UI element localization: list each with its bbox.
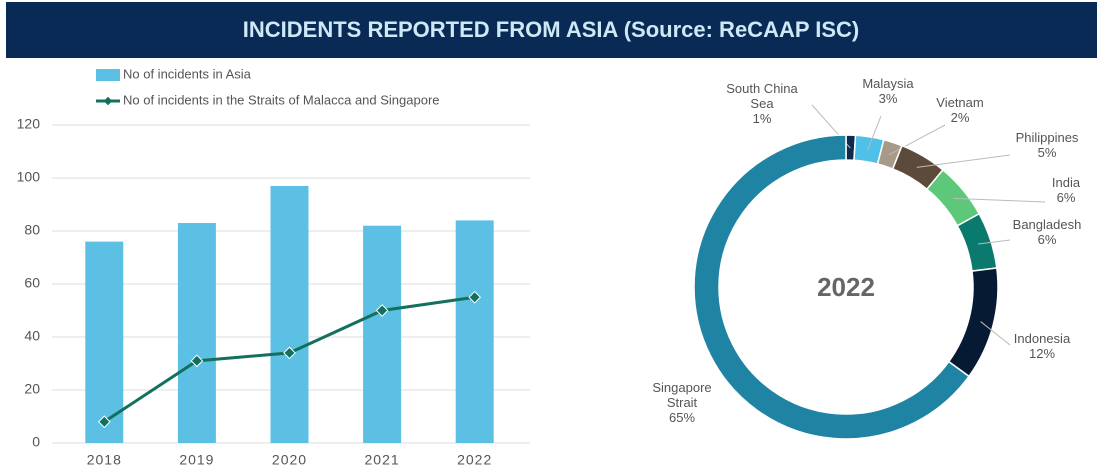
slice-name: India [1051,175,1081,190]
legend-label: No of incidents in the Straits of Malacc… [123,92,440,107]
bar [270,185,309,443]
center-label: 2022 [817,272,875,302]
bar [363,225,402,443]
slice-name: South China Sea [726,81,798,111]
bar [455,220,494,443]
slice-label: Bangladesh 6% [1002,217,1092,247]
line-marker [468,290,482,304]
slice-label: Indonesia 12% [1007,331,1077,361]
slice-value: 6% [1037,232,1057,247]
slice-value: 12% [1028,346,1056,361]
slice-name: Indonesia [1013,331,1071,346]
title-banner [6,2,1097,58]
legend-swatch [96,69,120,81]
slice-name: Malaysia [862,76,914,91]
x-tick-label: 2018 [87,452,122,468]
chart-title: INCIDENTS REPORTED FROM ASIA (Source: Re… [243,17,859,42]
leader-line [867,115,882,150]
x-tick-label: 2020 [272,452,307,468]
leader-line [978,239,1011,245]
slice-value: 2% [950,110,970,125]
x-tick-label: 2021 [365,452,400,468]
donut-slice [947,267,999,378]
slice-label: India 6% [1036,175,1096,205]
bar [85,241,124,443]
leader-line [953,197,1046,203]
line-marker [97,415,111,429]
slice-name: Vietnam [936,95,984,110]
slice-label: South China Sea 1% [717,81,807,126]
x-tick-label: 2022 [457,452,492,468]
x-tick-label: 2019 [179,452,214,468]
line-marker [283,346,296,360]
donut-slice [693,134,971,440]
line-marker [190,354,204,368]
bar [177,223,216,443]
slice-name: Singapore Strait [652,380,712,410]
line-marker [375,304,389,317]
y-tick-label: 60 [24,275,40,291]
slice-value: 6% [1056,190,1076,205]
leader-line [916,154,1011,168]
y-tick-label: 100 [17,169,41,185]
slice-value: 65% [668,410,696,425]
slice-value: 5% [1037,145,1057,160]
legend-marker [103,96,113,106]
y-tick-label: 120 [17,116,41,132]
slice-label: Philippines 5% [1007,130,1087,160]
slice-label: Singapore Strait 65% [642,380,722,425]
slice-label: Malaysia 3% [858,76,918,106]
y-tick-label: 0 [32,434,40,450]
y-tick-label: 20 [24,381,40,397]
leader-line [888,124,946,156]
legend-label: No of incidents in Asia [123,66,252,81]
y-tick-label: 40 [24,328,40,344]
y-tick-label: 80 [24,222,40,238]
slice-label: Vietnam 2% [930,95,990,125]
slice-value: 3% [878,91,898,106]
slice-value: 1% [752,111,772,126]
leader-line [980,321,1011,346]
slice-name: Bangladesh [1012,217,1082,232]
slice-name: Philippines [1015,130,1079,145]
